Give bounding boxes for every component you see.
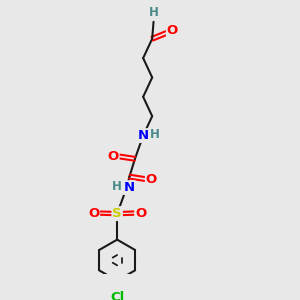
Text: N: N xyxy=(124,181,135,194)
Text: N: N xyxy=(138,129,149,142)
Text: H: H xyxy=(148,6,158,19)
Text: O: O xyxy=(88,207,99,220)
Text: H: H xyxy=(150,128,160,141)
Text: Cl: Cl xyxy=(110,291,124,300)
Text: O: O xyxy=(135,207,146,220)
Text: O: O xyxy=(146,173,157,186)
Text: H: H xyxy=(111,180,121,193)
Text: O: O xyxy=(107,150,119,163)
Text: O: O xyxy=(167,24,178,37)
Text: S: S xyxy=(112,207,122,220)
